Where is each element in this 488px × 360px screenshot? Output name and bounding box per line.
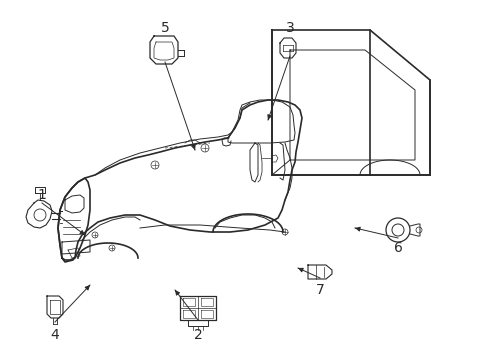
Text: 2: 2 <box>193 328 202 342</box>
Text: 1: 1 <box>38 188 46 202</box>
Text: 3: 3 <box>285 21 294 35</box>
Text: 6: 6 <box>393 241 402 255</box>
Text: 5: 5 <box>160 21 169 35</box>
Text: 4: 4 <box>51 328 59 342</box>
Text: 7: 7 <box>315 283 324 297</box>
